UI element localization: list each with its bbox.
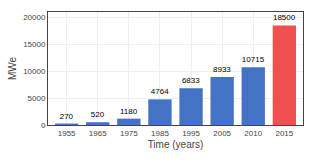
svg-text:1180: 1180	[120, 107, 138, 116]
svg-text:1985: 1985	[151, 129, 169, 138]
svg-text:10715: 10715	[242, 55, 265, 64]
svg-text:520: 520	[91, 110, 105, 119]
svg-text:2015: 2015	[275, 129, 293, 138]
svg-text:18500: 18500	[273, 13, 296, 22]
svg-text:1955: 1955	[58, 129, 76, 138]
svg-text:4764: 4764	[151, 87, 169, 96]
svg-text:6833: 6833	[182, 76, 200, 85]
svg-text:20000: 20000	[23, 13, 46, 22]
svg-text:8933: 8933	[213, 65, 231, 74]
svg-text:270: 270	[60, 112, 74, 121]
svg-text:2005: 2005	[213, 129, 231, 138]
svg-text:1995: 1995	[182, 129, 200, 138]
svg-text:10000: 10000	[23, 67, 46, 76]
svg-text:2010: 2010	[244, 129, 262, 138]
svg-text:5000: 5000	[28, 94, 46, 103]
svg-text:Time (years): Time (years)	[148, 139, 204, 150]
svg-text:15000: 15000	[23, 40, 46, 49]
svg-text:1975: 1975	[120, 129, 138, 138]
svg-text:0: 0	[41, 121, 46, 130]
svg-text:MWe: MWe	[7, 56, 18, 80]
svg-text:1965: 1965	[89, 129, 107, 138]
